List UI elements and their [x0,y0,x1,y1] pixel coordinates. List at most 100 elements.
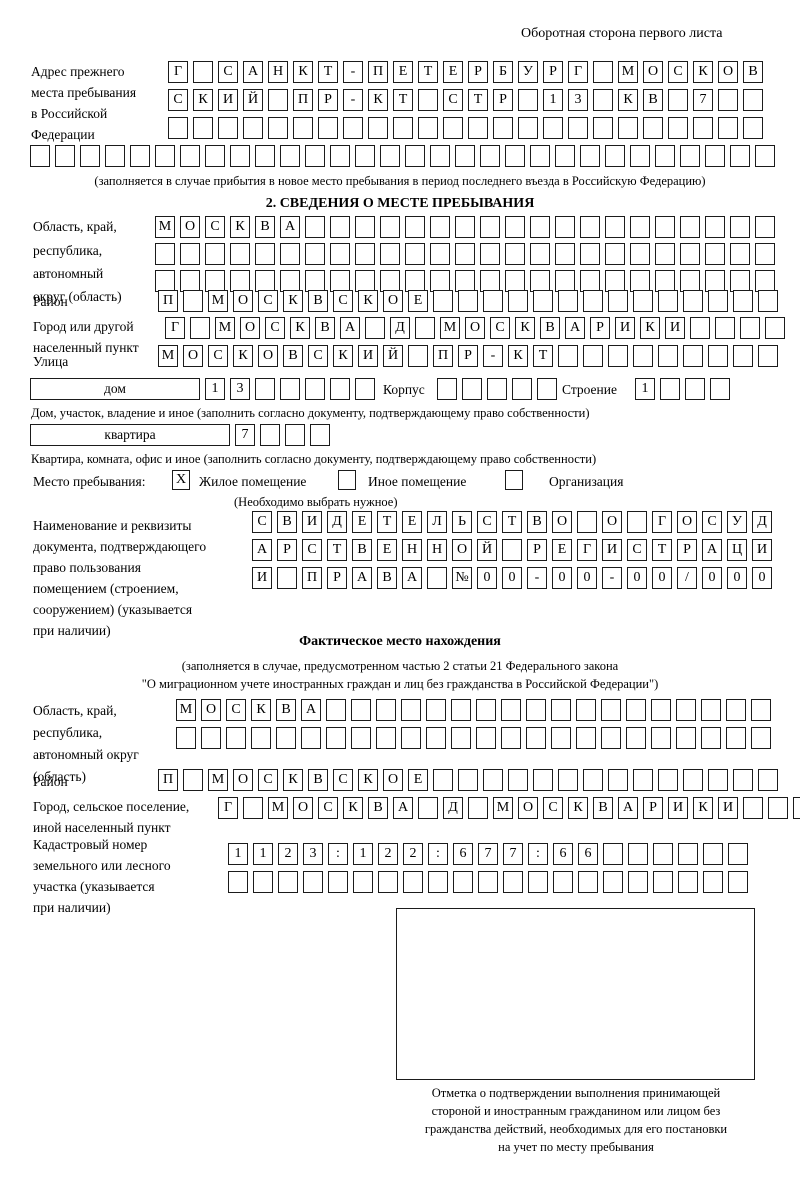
actual-region-r1-cell-6[interactable]: А [301,699,321,721]
section2-region-r3-cell-18[interactable] [580,270,600,292]
doc-r3-cell-8[interactable] [427,567,447,589]
section2-street-cell-10[interactable]: Й [383,345,403,367]
cadastral-r1-cell-12[interactable]: 7 [503,843,523,865]
section2-region-r1-cell-1[interactable]: М [155,216,175,238]
previous-address-r2-cell-1[interactable]: С [168,89,188,111]
section2-region-r3-cell-21[interactable] [655,270,675,292]
actual-city-cell-12[interactable]: М [493,797,513,819]
actual-region-r1-cell-5[interactable]: В [276,699,296,721]
previous-address-r2-cell-7[interactable]: Р [318,89,338,111]
section2-city-cell-25[interactable] [765,317,785,339]
previous-address-r4-cell-2[interactable] [55,145,75,167]
actual-city-cell-2[interactable] [243,797,263,819]
doc-r1-cell-1[interactable]: С [252,511,272,533]
section2-street-cell-5[interactable]: О [258,345,278,367]
previous-address-r3-cell-5[interactable] [268,117,288,139]
actual-city-cell-17[interactable]: А [618,797,638,819]
cadastral-r1-cell-19[interactable] [678,843,698,865]
previous-address-r4-cell-24[interactable] [605,145,625,167]
previous-address-r1-cell-3[interactable]: С [218,61,238,83]
actual-district-cell-5[interactable]: С [258,769,278,791]
section2-city-cell-22[interactable] [690,317,710,339]
section2-city-cell-8[interactable]: А [340,317,360,339]
cadastral-r1-cell-8[interactable]: 2 [403,843,423,865]
actual-district-cell-11[interactable]: Е [408,769,428,791]
actual-region-r1-cell-9[interactable] [376,699,396,721]
actual-region-r2-cell-17[interactable] [576,727,596,749]
doc-r3-cell-5[interactable]: А [352,567,372,589]
section2-region-r3-cell-24[interactable] [730,270,750,292]
actual-region-r1-cell-10[interactable] [401,699,421,721]
section2-street-cell-6[interactable]: В [283,345,303,367]
doc-r1-cell-8[interactable]: Л [427,511,447,533]
section2-city-cell-11[interactable] [415,317,435,339]
section2-city-cell-16[interactable]: В [540,317,560,339]
previous-address-r3-cell-2[interactable] [193,117,213,139]
section2-city-cell-14[interactable]: С [490,317,510,339]
cadastral-r1-cell-21[interactable] [728,843,748,865]
section2-street-cell-12[interactable]: П [433,345,453,367]
cadastral-r2-cell-13[interactable] [528,871,548,893]
previous-address-r2-cell-17[interactable]: 3 [568,89,588,111]
previous-address-r1-cell-12[interactable]: Е [443,61,463,83]
actual-region-r1-cell-8[interactable] [351,699,371,721]
cadastral-r2-cell-17[interactable] [628,871,648,893]
actual-region-r1-cell-12[interactable] [451,699,471,721]
korpus-cells[interactable] [437,378,557,400]
actual-district-cell-20[interactable] [633,769,653,791]
doc-r3-cell-17[interactable]: 0 [652,567,672,589]
house-name-box[interactable]: дом [30,378,200,400]
doc-r3-cell-16[interactable]: 0 [627,567,647,589]
actual-region-r2-cell-16[interactable] [551,727,571,749]
section2-region-r3-cell-1[interactable] [155,270,175,292]
house-cell-6[interactable] [330,378,350,400]
section2-region-r3-cell-8[interactable] [330,270,350,292]
previous-address-r3-cell-19[interactable] [618,117,638,139]
previous-address-r4-cell-14[interactable] [355,145,375,167]
section2-region-r3-cell-22[interactable] [680,270,700,292]
section2-city-cell-10[interactable]: Д [390,317,410,339]
section2-region-r2-cell-7[interactable] [305,243,325,265]
section2-region-r2-cell-9[interactable] [355,243,375,265]
section2-street-cell-11[interactable] [408,345,428,367]
section2-region-r2-cell-10[interactable] [380,243,400,265]
section2-region-r3-cell-17[interactable] [555,270,575,292]
section2-region-r3-cell-2[interactable] [180,270,200,292]
actual-region-r2-cell-18[interactable] [601,727,621,749]
doc-r3-cell-14[interactable]: 0 [577,567,597,589]
actual-region-r2-cell-24[interactable] [751,727,771,749]
section2-district-cell-23[interactable] [708,290,728,312]
section2-district-cell-1[interactable]: П [158,290,178,312]
previous-address-r1-cell-4[interactable]: А [243,61,263,83]
previous-address-r4-cell-5[interactable] [130,145,150,167]
actual-city-cell-14[interactable]: С [543,797,563,819]
actual-region-r2-cell-22[interactable] [701,727,721,749]
previous-address-r3-cell-16[interactable] [543,117,563,139]
cadastral-r1-cell-9[interactable]: : [428,843,448,865]
cadastral-r1-cell-20[interactable] [703,843,723,865]
previous-address-r1-cell-11[interactable]: Т [418,61,438,83]
korpus-cell-1[interactable] [437,378,457,400]
doc-r2-cell-1[interactable]: А [252,539,272,561]
section2-region-r2-cell-5[interactable] [255,243,275,265]
cadastral-r1-cell-14[interactable]: 6 [553,843,573,865]
actual-district-cell-13[interactable] [458,769,478,791]
section2-district-cell-3[interactable]: М [208,290,228,312]
actual-region-r2-cell-15[interactable] [526,727,546,749]
flat-cell-1[interactable]: 7 [235,424,255,446]
actual-city-cell-4[interactable]: О [293,797,313,819]
previous-address-r3-cell-8[interactable] [343,117,363,139]
section2-region-r3-cell-6[interactable] [280,270,300,292]
korpus-cell-3[interactable] [487,378,507,400]
actual-city-cell-8[interactable]: А [393,797,413,819]
actual-region-r2-cell-14[interactable] [501,727,521,749]
previous-address-r4-cell-20[interactable] [505,145,525,167]
section2-district-cell-10[interactable]: О [383,290,403,312]
previous-address-r3-cell-11[interactable] [418,117,438,139]
actual-city-cell-6[interactable]: К [343,797,363,819]
